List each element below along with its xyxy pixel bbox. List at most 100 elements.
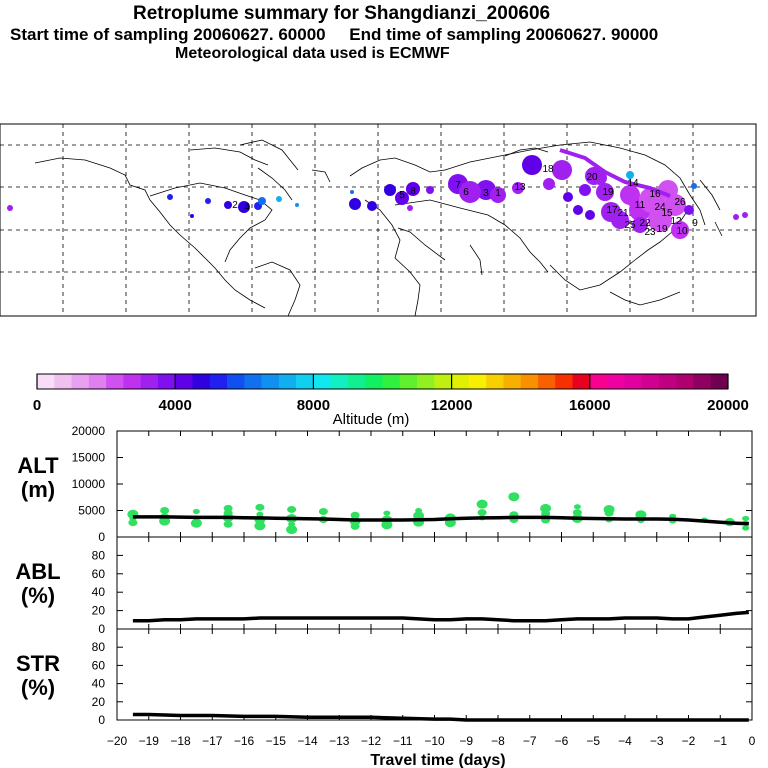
travel-time-axis: −20 −19 −18 −17 −16 −15 −14 −13 −12 −11 −10 −9 −8 −7−…: [107, 734, 756, 768]
plume-dot: [295, 203, 299, 207]
colorbar-cell: [658, 374, 677, 389]
plume-day-label: 2: [232, 200, 238, 211]
colorbar-cell: [71, 374, 90, 389]
x-tick-label: −10: [424, 734, 445, 748]
altitude-sample: [256, 511, 264, 517]
y-tick-label: 20: [92, 604, 106, 618]
alt-panel: 0 5000 10000 15000 20000 ALT(m): [17, 424, 753, 544]
altitude-sample: [286, 525, 298, 535]
plume-dot: [190, 214, 194, 218]
x-tick-label: −9: [459, 734, 473, 748]
altitude-sample: [318, 508, 328, 516]
altitude-sample: [192, 509, 200, 515]
plume-day-label: 24: [654, 202, 666, 213]
plume-dot: [276, 196, 282, 202]
y-tick-label: 15000: [72, 451, 106, 465]
colorbar-cell: [537, 374, 556, 389]
altitude-sample: [350, 522, 360, 530]
start-time-label: Start time of sampling 20060627. 60000: [10, 25, 326, 44]
colorbar-cell: [175, 374, 193, 389]
plume-dot: [733, 214, 739, 220]
plume-day-label: 21: [617, 208, 629, 219]
plume-dot: [522, 155, 542, 175]
altitude-sample: [159, 516, 171, 526]
altitude-sample: [742, 525, 750, 531]
y-tick-label: 0: [98, 622, 105, 636]
plume-dot: [384, 184, 396, 196]
plume-dot: [543, 178, 555, 190]
altitude-sample: [160, 507, 170, 514]
x-tick-label: −20: [107, 734, 128, 748]
y-axis-label: (%): [21, 675, 55, 700]
plume-dot: [407, 205, 413, 211]
x-tick-label: −17: [202, 734, 223, 748]
plume-trail: [559, 148, 671, 198]
plume-day-label: 25: [624, 220, 636, 231]
x-tick-label: −3: [650, 734, 664, 748]
plume-day-label: 13: [514, 182, 526, 193]
plume-dot: [563, 192, 573, 202]
plume-day-label: 5: [399, 190, 405, 201]
colorbar-cell: [313, 374, 331, 389]
plume-day-label: 10: [676, 226, 688, 237]
y-tick-label: 20: [92, 695, 106, 709]
x-tick-label: −18: [170, 734, 191, 748]
plume-dot: [224, 201, 232, 209]
x-tick-label: −8: [491, 734, 505, 748]
plume-day-label: 6: [463, 187, 469, 198]
y-tick-label: 40: [92, 585, 106, 599]
colorbar-cell: [123, 374, 141, 389]
plume-dot: [258, 197, 266, 205]
colorbar-cell: [88, 374, 107, 389]
panel-frame: [116, 628, 753, 721]
colorbar-cell: [296, 374, 314, 389]
x-tick-label: −15: [266, 734, 287, 748]
plume-day-label: 17: [606, 205, 618, 216]
str-series-line: [132, 712, 749, 722]
colorbar-tick-label: 20000: [707, 397, 749, 414]
colorbar-cell: [157, 374, 176, 389]
x-tick-label: −5: [586, 734, 600, 748]
plume-dot: [395, 191, 409, 205]
x-tick-label: −16: [234, 734, 255, 748]
plume-dot: [167, 194, 173, 200]
altitude-sample: [381, 520, 393, 530]
altitude-sample: [383, 510, 391, 516]
plume-dot: [238, 201, 250, 213]
plume-dot: [626, 171, 634, 179]
colorbar-cell: [676, 374, 694, 389]
colorbar-ticks: 0 4000 8000 12000 16000 20000: [33, 374, 749, 414]
panel-frame: [116, 536, 753, 630]
x-tick-label: −13: [329, 734, 350, 748]
plume-day-label: 26: [674, 197, 686, 208]
colorbar-cell: [278, 374, 297, 389]
plume-dot: [512, 182, 524, 194]
plume-day-label: 3: [483, 188, 489, 199]
plume-dot: [742, 212, 748, 218]
coastlines: [34, 139, 723, 317]
x-tick-label: −1: [713, 734, 727, 748]
plume-day-label: 12: [670, 216, 682, 227]
y-axis-label: ABL: [15, 559, 60, 584]
plume-dot: [367, 201, 377, 211]
y-axis-label: (%): [21, 583, 55, 608]
colorbar-tick-label: 4000: [159, 397, 192, 414]
x-tick-label: −7: [523, 734, 537, 748]
plume-day-label: 4: [244, 202, 250, 213]
plume-dot: [593, 171, 607, 185]
plume-dot: [406, 182, 420, 196]
colorbar-title: Altitude (m): [333, 411, 410, 428]
altitude-sample: [223, 504, 233, 512]
plume-dot: [620, 185, 640, 205]
plume-day-label: 22: [639, 218, 651, 229]
colorbar-tick-label: 0: [33, 397, 41, 414]
colorbar-cell: [520, 374, 539, 389]
y-axis-label: (m): [21, 477, 55, 502]
x-tick-label: −2: [682, 734, 696, 748]
plume-day-label: 15: [661, 208, 673, 219]
y-tick-label: 0: [98, 530, 105, 544]
page-title: Retroplume summary for Shangdianzi_20060…: [133, 3, 551, 24]
plume-day-label: 16: [649, 189, 661, 200]
colorbar-cell: [261, 374, 280, 389]
